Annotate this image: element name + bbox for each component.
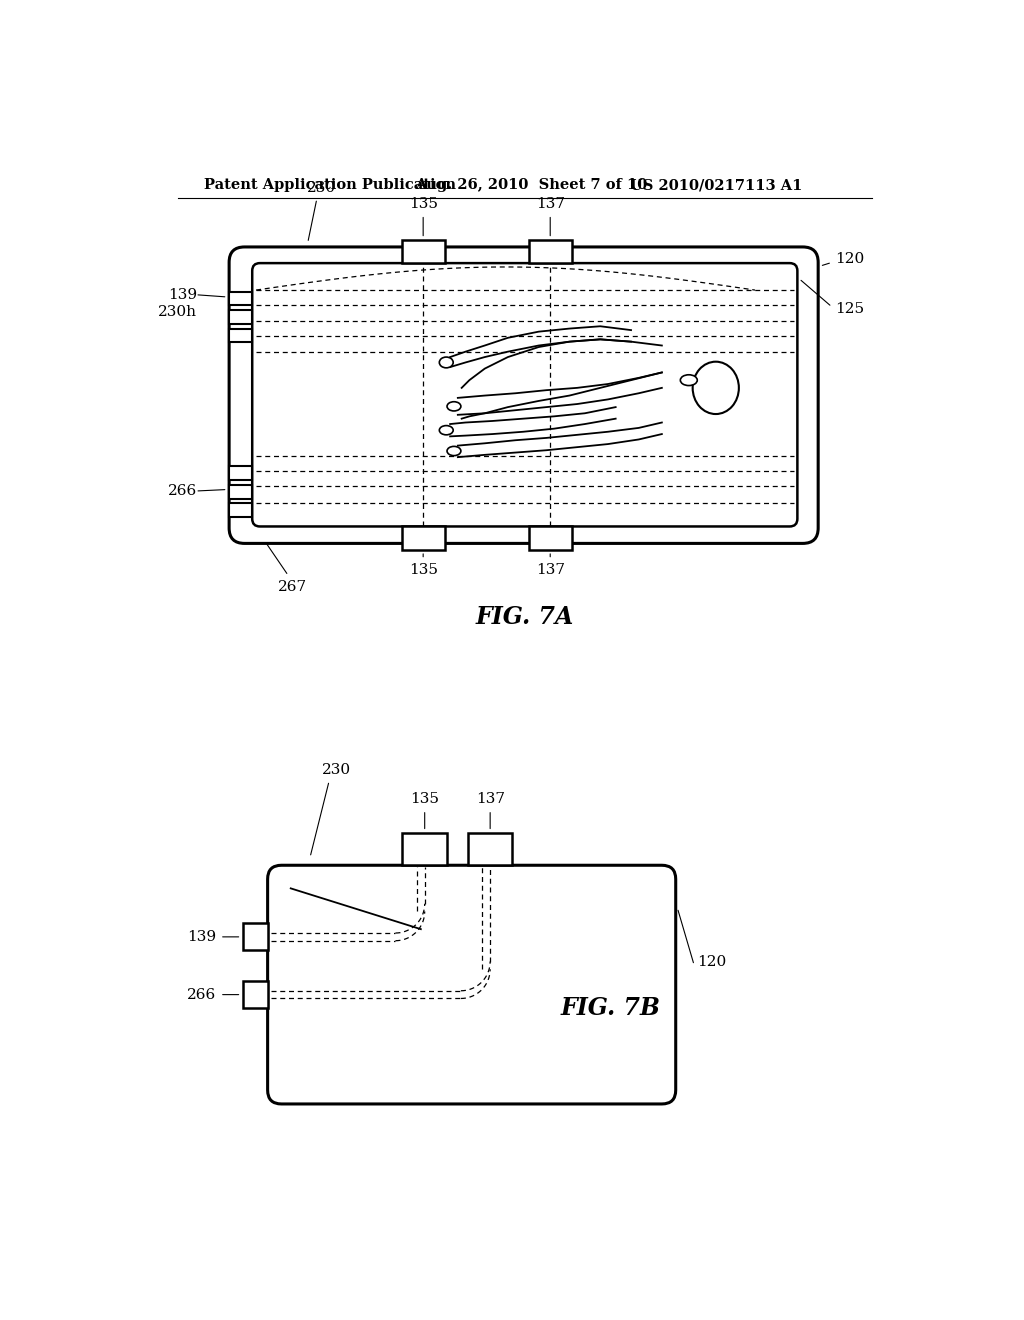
Bar xyxy=(529,527,571,549)
Text: US 2010/0217113 A1: US 2010/0217113 A1 xyxy=(630,178,802,193)
Text: 135: 135 xyxy=(411,792,439,807)
Text: Patent Application Publication: Patent Application Publication xyxy=(204,178,456,193)
Text: FIG. 7A: FIG. 7A xyxy=(475,605,574,628)
Text: 230h: 230h xyxy=(158,305,197,318)
Ellipse shape xyxy=(447,401,461,411)
Ellipse shape xyxy=(439,425,454,434)
Text: FIG. 7B: FIG. 7B xyxy=(560,995,660,1020)
Text: 135: 135 xyxy=(409,564,437,577)
Bar xyxy=(402,833,447,866)
Bar xyxy=(229,466,252,480)
Ellipse shape xyxy=(447,446,461,455)
Text: 137: 137 xyxy=(536,564,564,577)
Bar xyxy=(402,527,444,549)
FancyBboxPatch shape xyxy=(252,263,798,527)
Text: 230: 230 xyxy=(307,181,336,194)
Bar xyxy=(402,240,444,263)
FancyBboxPatch shape xyxy=(267,866,676,1104)
Bar xyxy=(243,981,267,1007)
Bar xyxy=(229,329,252,342)
Text: 137: 137 xyxy=(476,792,505,807)
Text: 230: 230 xyxy=(323,763,351,776)
Text: 266: 266 xyxy=(168,484,197,498)
Text: 267: 267 xyxy=(279,581,307,594)
Text: 120: 120 xyxy=(697,954,727,969)
Bar xyxy=(529,240,571,263)
Bar xyxy=(229,484,252,499)
Text: 120: 120 xyxy=(836,252,864,265)
Ellipse shape xyxy=(439,358,454,368)
Bar xyxy=(229,310,252,323)
Ellipse shape xyxy=(692,362,739,414)
Bar xyxy=(243,923,267,950)
Bar xyxy=(468,833,512,866)
FancyBboxPatch shape xyxy=(229,247,818,544)
Ellipse shape xyxy=(680,375,697,385)
Text: 139: 139 xyxy=(187,929,216,944)
Text: 125: 125 xyxy=(836,301,864,315)
Bar xyxy=(229,292,252,305)
Text: 137: 137 xyxy=(536,197,564,211)
Text: 139: 139 xyxy=(168,288,197,302)
Text: Aug. 26, 2010  Sheet 7 of 10: Aug. 26, 2010 Sheet 7 of 10 xyxy=(416,178,648,193)
Bar xyxy=(229,503,252,517)
Text: 135: 135 xyxy=(409,197,437,211)
Text: 266: 266 xyxy=(186,987,216,1002)
